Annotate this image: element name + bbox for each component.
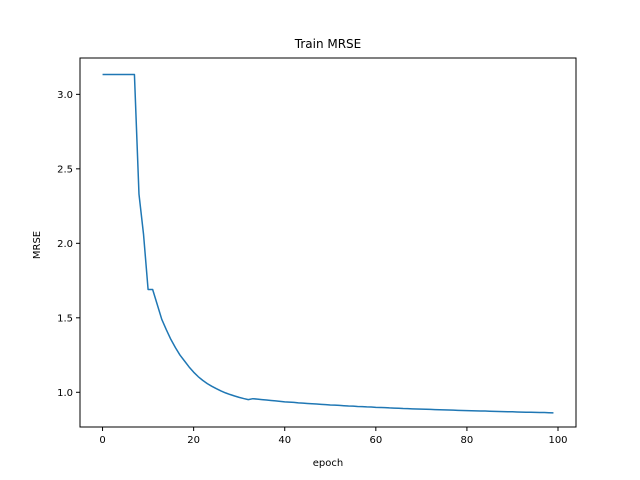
x-tick-label: 20 xyxy=(187,435,200,446)
x-tick-label: 100 xyxy=(548,435,567,446)
series-line-0 xyxy=(102,73,554,414)
y-tick-label: 1.5 xyxy=(57,313,73,324)
x-tick-label: 0 xyxy=(99,435,105,446)
y-tick-label: 3.0 xyxy=(57,90,73,101)
x-tick-label: 60 xyxy=(369,435,382,446)
plot-area: 0 20 40 60 80 100 1.0 1.5 2.0 2.5 3.0 xyxy=(57,57,577,446)
y-axis-label: MRSE xyxy=(32,231,43,259)
y-tick-label: 2.0 xyxy=(57,239,73,250)
y-tick-label: 2.5 xyxy=(57,164,73,175)
x-axis-label: epoch xyxy=(313,458,343,469)
chart-title: Train MRSE xyxy=(294,37,362,51)
x-tick-label: 80 xyxy=(461,435,474,446)
y-tick-label: 1.0 xyxy=(57,388,73,399)
axes-frame xyxy=(79,57,577,428)
x-tick-label: 40 xyxy=(278,435,291,446)
